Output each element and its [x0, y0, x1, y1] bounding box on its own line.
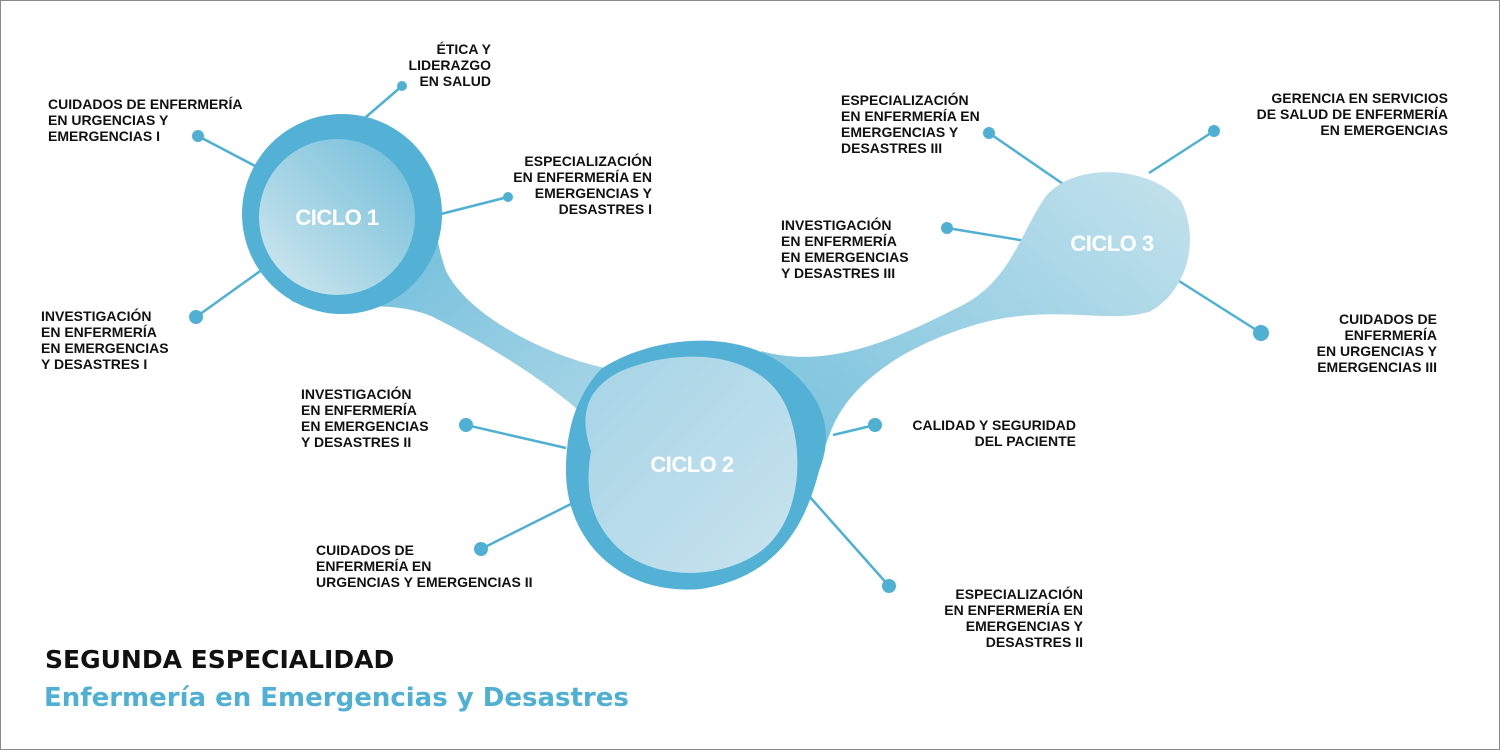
- course-label: ESPECIALIZACIÓN EN ENFERMERÍA EN EMERGENCI…: [513, 152, 652, 217]
- course-label-line: ENFERMERÍA EN: [316, 558, 431, 574]
- link-band-2-3: [761, 172, 1190, 521]
- connector-line: [465, 423, 567, 450]
- course-labels: ÉTICA Y LIDERAZGO EN SALUD CUIDADOS DE ENFE…: [41, 41, 1448, 650]
- connector-lines: [195, 85, 1262, 587]
- course-label-line: EN ENFERMERÍA: [781, 233, 897, 249]
- connector-line: [946, 226, 1027, 243]
- connector-line: [195, 267, 264, 319]
- course-label-line: Y DESASTRES II: [301, 434, 411, 450]
- course-label-line: DEL PACIENTE: [975, 433, 1076, 449]
- course-label-line: EN ENFERMERÍA: [301, 402, 417, 418]
- course-label-line: URGENCIAS Y EMERGENCIAS II: [316, 574, 533, 590]
- course-label-line: INVESTIGACIÓN: [301, 385, 411, 402]
- course-dot: [941, 222, 953, 234]
- course-label-line: DESASTRES I: [559, 201, 652, 217]
- course-dot: [503, 192, 513, 202]
- course-label-line: EN URGENCIAS Y: [48, 112, 169, 128]
- connector-line: [832, 423, 876, 437]
- course-dot: [189, 310, 203, 324]
- course-label: CUIDADOS DE ENFERMERÍA EN URGENCIAS Y EMER…: [48, 96, 242, 144]
- course-label-line: EN ENFERMERÍA: [41, 324, 157, 340]
- course-label-line: EN EMERGENCIAS: [781, 249, 909, 265]
- course-label-line: DESASTRES II: [986, 634, 1083, 650]
- course-label-line: EN SALUD: [419, 73, 491, 89]
- page-title: SEGUNDA ESPECIALIDAD: [45, 645, 395, 674]
- course-label: CALIDAD Y SEGURIDAD DEL PACIENTE: [912, 417, 1076, 449]
- course-label: INVESTIGACIÓN EN ENFERMERÍA EN EMERGENCIAS…: [781, 216, 909, 281]
- course-label: INVESTIGACIÓN EN ENFERMERÍA EN EMERGENCIAS…: [41, 307, 169, 372]
- course-label: ESPECIALIZACIÓN EN ENFERMERÍA EN EMERGENCI…: [841, 91, 980, 156]
- connector-line: [480, 501, 574, 551]
- course-label-line: CUIDADOS DE ENFERMERÍA: [48, 96, 242, 112]
- course-label-line: ENFERMERÍA: [1344, 327, 1437, 343]
- cycle-2-label: CICLO 2: [650, 452, 734, 477]
- course-label-line: CALIDAD Y SEGURIDAD: [912, 417, 1076, 433]
- course-label: CUIDADOS DE ENFERMERÍA EN URGENCIAS Y EMER…: [316, 542, 533, 590]
- course-label: GERENCIA EN SERVICIOS DE SALUD DE ENFERME…: [1257, 90, 1448, 138]
- connector-line: [988, 131, 1067, 188]
- course-dot: [983, 127, 995, 139]
- course-label-line: EN ENFERMERÍA EN: [513, 169, 652, 185]
- course-dot: [474, 542, 488, 556]
- connector-line: [197, 134, 260, 170]
- course-label-line: EMERGENCIAS Y: [535, 185, 653, 201]
- course-label-line: CUIDADOS DE: [316, 542, 414, 558]
- course-label-line: ESPECIALIZACIÓN: [955, 585, 1083, 602]
- course-label: INVESTIGACIÓN EN ENFERMERÍA EN EMERGENCIAS…: [301, 385, 429, 450]
- cycle-1-node[interactable]: [259, 139, 415, 295]
- course-label-line: ÉTICA Y: [437, 41, 492, 57]
- course-dot: [882, 579, 896, 593]
- course-label: ÉTICA Y LIDERAZGO EN SALUD: [409, 41, 492, 89]
- course-dot: [1253, 325, 1269, 341]
- course-label-line: INVESTIGACIÓN: [781, 216, 891, 233]
- course-label-line: DE SALUD DE ENFERMERÍA: [1257, 106, 1448, 122]
- course-label-line: EN EMERGENCIAS: [301, 418, 429, 434]
- course-label-line: Y DESASTRES I: [41, 356, 147, 372]
- course-dot: [868, 418, 882, 432]
- course-label-line: EMERGENCIAS Y: [841, 124, 959, 140]
- course-label-line: LIDERAZGO: [409, 57, 492, 73]
- cycle-2-node[interactable]: [585, 356, 798, 573]
- course-label-line: GERENCIA EN SERVICIOS: [1271, 90, 1448, 106]
- course-label-line: EN EMERGENCIAS: [41, 340, 169, 356]
- connector-line: [436, 195, 509, 217]
- course-label: ESPECIALIZACIÓN EN ENFERMERÍA EN EMERGENCI…: [944, 585, 1083, 650]
- course-label-line: ESPECIALIZACIÓN: [841, 91, 969, 108]
- page-subtitle: Enfermería en Emergencias y Desastres: [44, 683, 629, 713]
- connector-line: [1148, 129, 1215, 175]
- course-label-line: CUIDADOS DE: [1339, 311, 1437, 327]
- course-label-line: EN URGENCIAS Y: [1317, 343, 1438, 359]
- cycle-3-label: CICLO 3: [1070, 231, 1154, 256]
- cycle-1-label: CICLO 1: [295, 205, 379, 230]
- course-dot: [1208, 125, 1220, 137]
- course-label-line: EMERGENCIAS I: [48, 128, 160, 144]
- connector-line: [808, 495, 890, 587]
- course-label-line: EMERGENCIAS Y: [966, 618, 1084, 634]
- course-label-line: INVESTIGACIÓN: [41, 307, 151, 324]
- course-label-line: ESPECIALIZACIÓN: [524, 152, 652, 169]
- course-label: CUIDADOS DE ENFERMERÍA EN URGENCIAS Y EMERG…: [1317, 311, 1438, 375]
- connector-line: [358, 85, 403, 124]
- course-dot: [397, 81, 407, 91]
- course-label-line: DESASTRES III: [841, 140, 942, 156]
- course-label-line: EMERGENCIAS III: [1317, 359, 1437, 375]
- course-dot: [192, 130, 204, 142]
- course-label-line: EN ENFERMERÍA EN: [944, 602, 1083, 618]
- course-dot: [459, 418, 473, 432]
- course-label-line: Y DESASTRES III: [781, 265, 895, 281]
- course-label-line: EN EMERGENCIAS: [1320, 122, 1448, 138]
- course-label-line: EN ENFERMERÍA EN: [841, 108, 980, 124]
- connector-line: [1178, 279, 1262, 335]
